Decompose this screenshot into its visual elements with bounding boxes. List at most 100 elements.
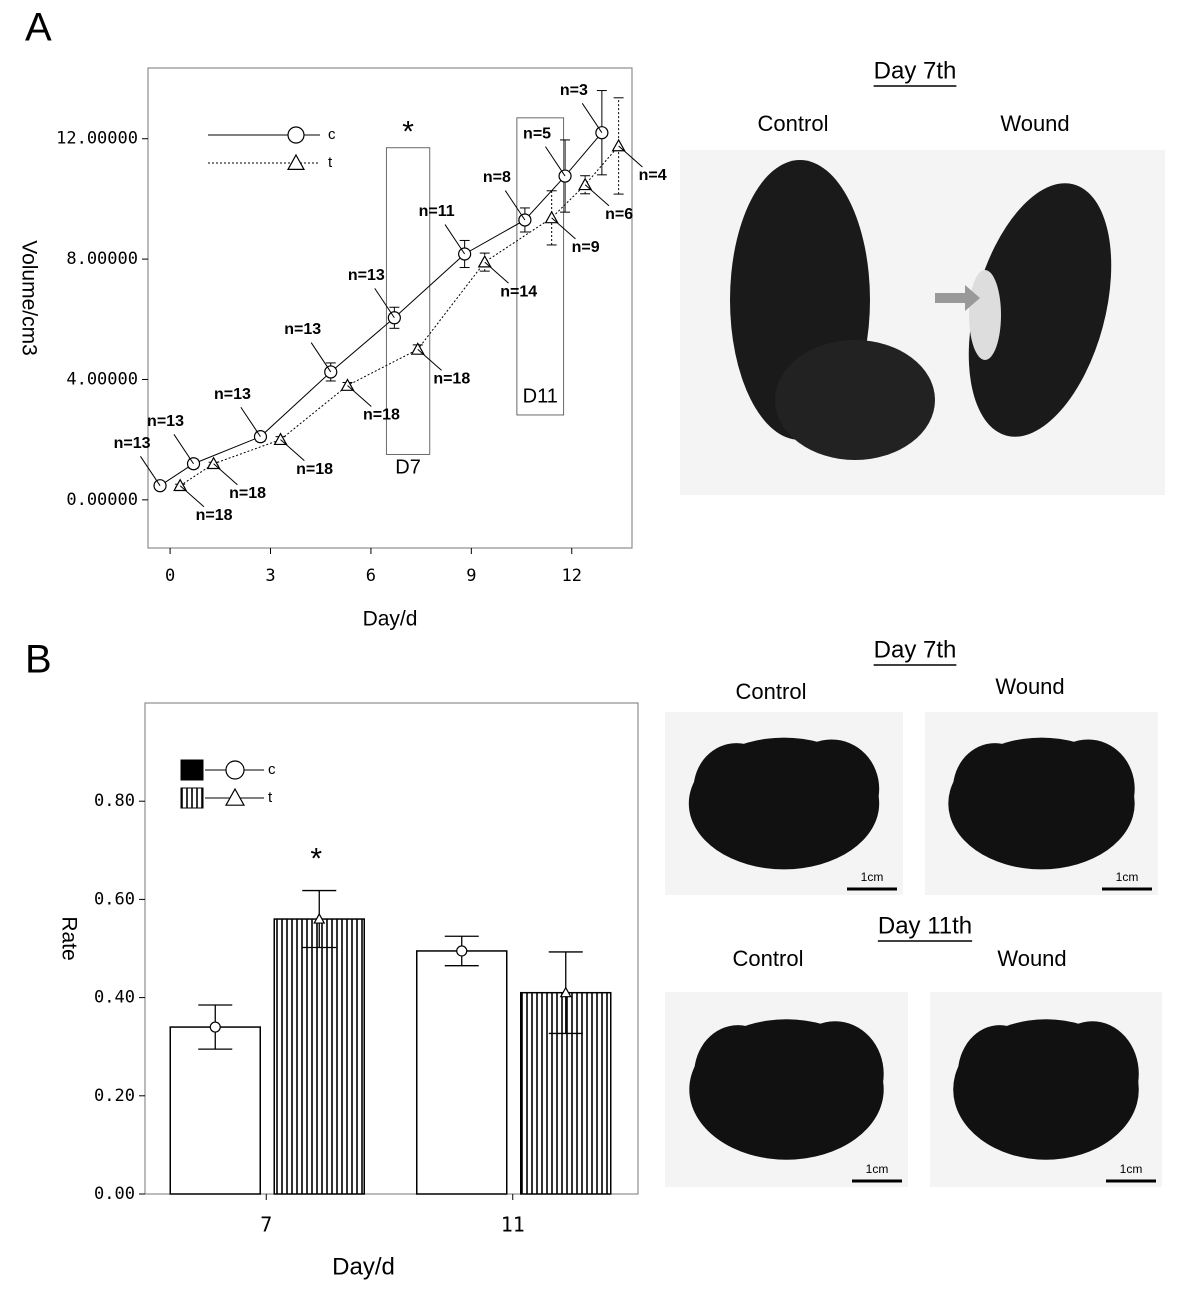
leader-line (545, 146, 566, 177)
leader-line (618, 145, 643, 168)
scale-label: 1cm (861, 870, 884, 884)
n-label: n=3 (560, 82, 588, 99)
leader-line (444, 224, 466, 255)
photo-title: Day 11th (878, 912, 972, 939)
scale-label: 1cm (1120, 1162, 1143, 1176)
marker (313, 912, 326, 924)
n-label: n=18 (296, 461, 333, 478)
leader-line (417, 349, 442, 371)
photo-label: Control (758, 111, 829, 136)
n-label: n=13 (214, 386, 251, 403)
y-tick-label: 12.00000 (56, 129, 138, 149)
specimen (784, 739, 880, 839)
leader-line (173, 434, 194, 465)
photo-label: Wound (1000, 111, 1069, 136)
panel-label: B (25, 638, 52, 682)
n-label: n=6 (605, 206, 633, 223)
leader-line (280, 439, 305, 462)
n-label: n=9 (572, 239, 600, 256)
x-tick-label: 9 (466, 566, 476, 586)
y-tick-label: 4.00000 (66, 369, 138, 389)
group-box (516, 117, 565, 416)
wound (969, 270, 1001, 360)
n-label: n=18 (229, 485, 266, 502)
photo-label: Wound (995, 674, 1064, 699)
bar (169, 1026, 261, 1195)
n-label: n=13 (284, 321, 321, 338)
specimen (786, 1021, 884, 1127)
photo-title: Day 7th (874, 57, 957, 84)
n-label: n=18 (196, 507, 233, 524)
panel-label: A (25, 6, 52, 50)
photo-label: Control (733, 946, 804, 971)
photo-label: Wound (997, 946, 1066, 971)
y-tick-label: 0.00000 (66, 490, 138, 510)
scale-label: 1cm (1116, 870, 1139, 884)
arrow (935, 285, 980, 311)
n-label: n=11 (419, 203, 455, 220)
plot-frame (147, 67, 633, 549)
leader-line (374, 288, 395, 319)
leader-line (179, 485, 205, 508)
x-axis-label: Day/d (332, 1253, 395, 1280)
n-label: n=18 (433, 371, 470, 388)
leader-line (140, 456, 161, 486)
n-label: n=18 (363, 407, 400, 424)
leader-line (584, 184, 610, 207)
legend-label: t (328, 154, 333, 171)
leader-line (484, 261, 509, 284)
photo-label: Control (736, 679, 807, 704)
specimen (1041, 739, 1135, 839)
y-tick-label: 0.40 (94, 988, 135, 1008)
n-label: n=14 (500, 283, 537, 300)
specimen (693, 743, 780, 835)
marker (209, 1021, 221, 1033)
legend-label: t (268, 789, 273, 806)
legend-swatch (180, 759, 204, 781)
legend-label: c (328, 126, 336, 143)
bar (416, 950, 508, 1195)
leader-line (551, 217, 576, 240)
leader-line (504, 190, 526, 221)
legend-swatch (180, 787, 204, 809)
marker (458, 247, 472, 261)
box-label: D11 (523, 385, 558, 407)
specimen (968, 183, 1112, 437)
y-tick-label: 0.00 (94, 1184, 135, 1204)
significance-star: * (402, 116, 414, 149)
x-tick-label: 7 (260, 1213, 272, 1237)
n-label: n=5 (523, 125, 551, 142)
n-label: n=13 (114, 435, 151, 452)
leader-line (213, 463, 238, 486)
y-tick-label: 0.20 (94, 1086, 135, 1106)
n-label: n=4 (639, 167, 667, 184)
marker (287, 126, 305, 144)
box-label: D7 (395, 457, 421, 479)
specimen (952, 743, 1037, 835)
marker (225, 760, 245, 780)
significance-star: * (310, 842, 322, 875)
plot-frame (144, 702, 639, 1195)
y-axis-label: Volume/cm3 (17, 240, 40, 356)
y-tick-label: 0.60 (94, 889, 135, 909)
leader-line (581, 103, 603, 133)
specimen (694, 1025, 782, 1123)
n-label: n=13 (147, 413, 184, 430)
x-axis-label: Day/d (363, 608, 418, 631)
n-label: n=8 (483, 169, 511, 186)
specimen (775, 340, 935, 460)
leader-line (347, 385, 372, 407)
photo-title: Day 7th (874, 636, 957, 663)
x-tick-label: 6 (366, 566, 376, 586)
marker (559, 986, 572, 998)
x-tick-label: 3 (265, 566, 275, 586)
leader-line (240, 406, 261, 437)
y-tick-label: 0.80 (94, 791, 135, 811)
specimen (957, 1025, 1042, 1123)
x-tick-label: 0 (165, 566, 175, 586)
bar (273, 918, 365, 1195)
specimen (1046, 1021, 1139, 1127)
group-box (385, 147, 431, 455)
